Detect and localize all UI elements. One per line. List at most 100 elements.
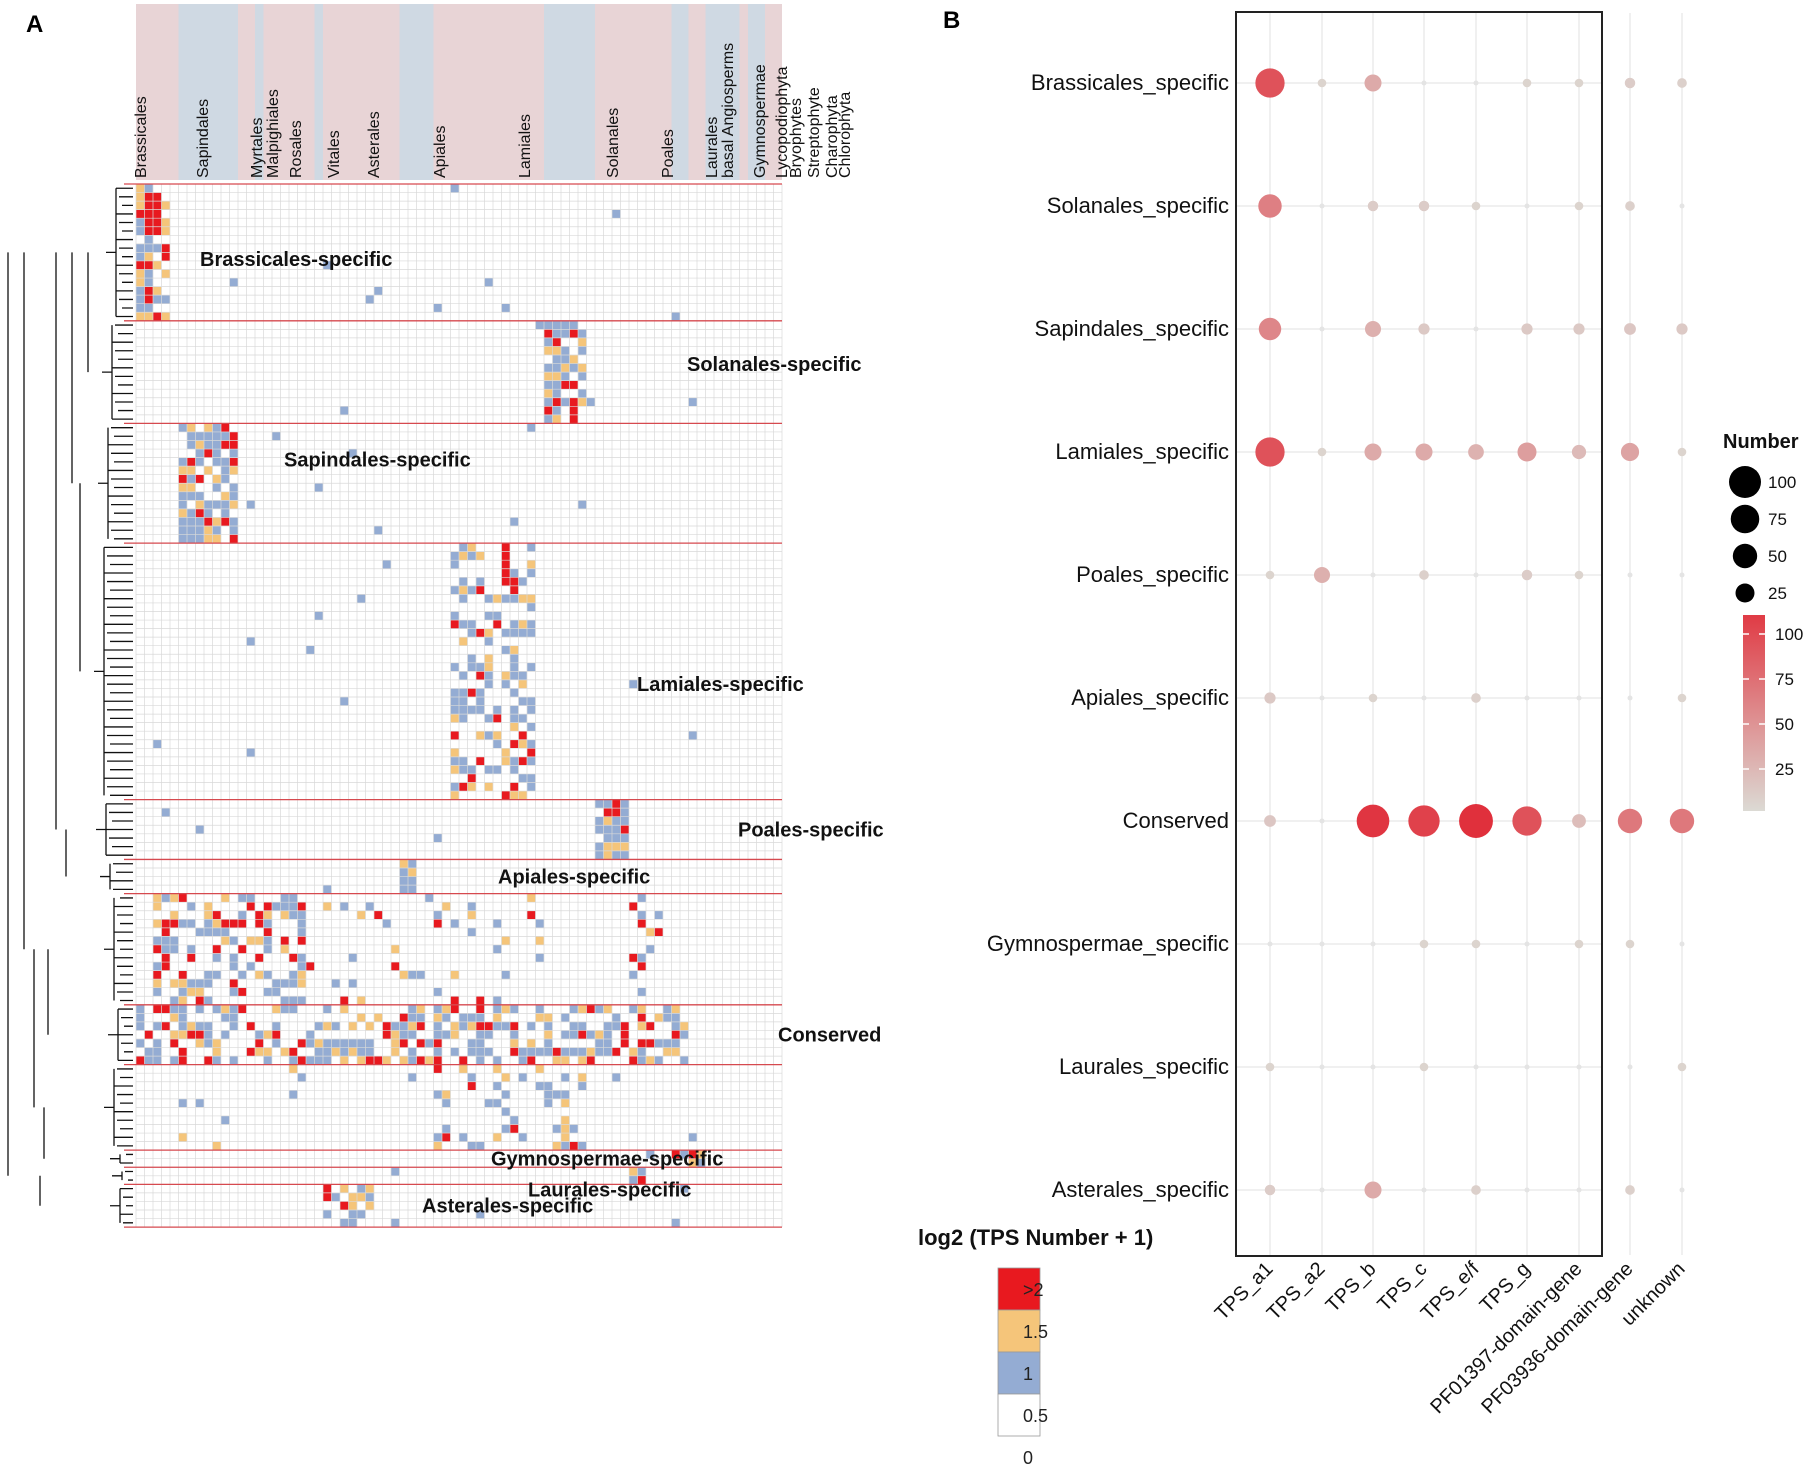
heatmap-cell	[518, 1047, 527, 1057]
heatmap-cell	[136, 269, 145, 279]
dot	[1677, 693, 1687, 703]
heatmap-cell	[340, 1039, 349, 1048]
heatmap-cell	[365, 1192, 374, 1202]
heatmap-cell	[544, 372, 553, 381]
dot	[1419, 570, 1429, 580]
heatmap-cell	[501, 1004, 510, 1014]
heatmap-cell	[144, 243, 153, 253]
cluster-label-sapindales-specific: Sapindales-specific	[284, 449, 471, 471]
heatmap-cell	[552, 1141, 561, 1151]
heatmap-cell	[221, 423, 230, 432]
heatmap-cell	[450, 791, 459, 800]
heatmap-cell	[170, 1004, 179, 1014]
heatmap-cell	[399, 859, 408, 868]
heatmap-cell	[280, 910, 289, 920]
heatmap-cell	[204, 508, 213, 518]
heatmap-cell	[467, 551, 476, 561]
heatmap-cell	[586, 397, 595, 407]
heatmap-cell	[561, 363, 570, 373]
heatmap-cell	[365, 1184, 374, 1193]
heatmap-cell	[187, 919, 196, 928]
heatmap-cell	[578, 1004, 587, 1014]
heatmap-cell	[187, 491, 196, 501]
dot	[1524, 203, 1530, 209]
heatmap-cell	[663, 1047, 672, 1057]
heatmap-cell	[527, 782, 536, 792]
heatmap-cell	[204, 927, 213, 937]
heatmap-cell	[221, 1013, 230, 1022]
dot	[1471, 201, 1481, 211]
heatmap-cell	[561, 329, 570, 338]
dot	[1627, 695, 1633, 701]
heatmap-cell	[221, 440, 230, 450]
heatmap-cell	[178, 483, 187, 492]
heatmap-cell	[493, 1021, 502, 1031]
heatmap-cell	[289, 996, 298, 1005]
heatmap-cell	[501, 671, 510, 680]
heatmap-cell	[527, 697, 536, 706]
heatmap-cell	[671, 1013, 680, 1022]
column-label-asterales: Asterales	[366, 111, 383, 178]
heatmap-cell	[459, 782, 468, 792]
heatmap-cell	[450, 585, 459, 595]
heatmap-cell	[136, 260, 145, 270]
x-label-tps_e/f: TPS_e/f	[1417, 1258, 1484, 1325]
heatmap-cell	[416, 1056, 425, 1065]
y-label-poales_specific: Poales_specific	[1076, 562, 1229, 587]
heatmap-cell	[527, 773, 536, 783]
heatmap-cell	[144, 295, 153, 304]
heatmap-cell	[144, 1030, 153, 1039]
heatmap-cell	[442, 1013, 451, 1022]
heatmap-cell	[187, 1021, 196, 1031]
heatmap-cell	[450, 688, 459, 697]
heatmap-cell	[246, 1021, 255, 1031]
heatmap-cell	[229, 534, 238, 544]
heatmap-cell	[178, 491, 187, 501]
heatmap-cell	[552, 380, 561, 390]
heatmap-cell	[518, 731, 527, 740]
heatmap-cell	[637, 953, 646, 963]
heatmap-cell	[399, 1039, 408, 1048]
heatmap-cell	[280, 893, 289, 903]
dot	[1524, 941, 1530, 947]
heatmap-cell	[450, 697, 459, 706]
heatmap-cell	[646, 944, 655, 954]
heatmap-cell	[467, 773, 476, 783]
heatmap-cell	[637, 1175, 646, 1185]
cluster-label-lamiales-specific: Lamiales-specific	[637, 674, 804, 696]
heatmap-cell	[578, 1141, 587, 1151]
heatmap-cell	[136, 1056, 145, 1065]
column-label-lamiales: Lamiales	[517, 114, 534, 178]
heatmap-cell	[331, 1021, 340, 1031]
heatmap-cell	[569, 1021, 578, 1031]
heatmap-cell	[527, 568, 536, 578]
heatmap-cell	[637, 910, 646, 920]
heatmap-cell	[578, 1021, 587, 1031]
heatmap-cell	[671, 1004, 680, 1014]
heatmap-cell	[136, 226, 145, 236]
heatmap-cell	[569, 406, 578, 415]
heatmap-cell	[578, 372, 587, 381]
size-legend-dot	[1730, 504, 1760, 534]
heatmap-cell	[569, 1004, 578, 1014]
heatmap-cluster-separators	[124, 183, 782, 1228]
heatmap-cell	[246, 748, 255, 757]
heatmap-cell	[212, 944, 221, 954]
heatmap-cell	[637, 1056, 646, 1065]
dot	[1370, 941, 1376, 947]
heatmap-cell	[510, 654, 519, 663]
dot	[1418, 323, 1430, 335]
heatmap-cell	[289, 902, 298, 911]
heatmap-cell	[612, 816, 621, 826]
heatmap-cell	[161, 953, 170, 963]
heatmap-cell	[212, 970, 221, 980]
heatmap-cell	[569, 329, 578, 338]
heatmap-cell	[433, 1047, 442, 1057]
dot	[1471, 939, 1481, 949]
heatmap-cell	[561, 1098, 570, 1108]
heatmap-cell	[178, 1098, 187, 1108]
heatmap-cell	[136, 303, 145, 313]
heatmap-cell	[629, 679, 638, 689]
heatmap-cell	[408, 859, 417, 868]
heatmap-cell	[544, 320, 553, 330]
